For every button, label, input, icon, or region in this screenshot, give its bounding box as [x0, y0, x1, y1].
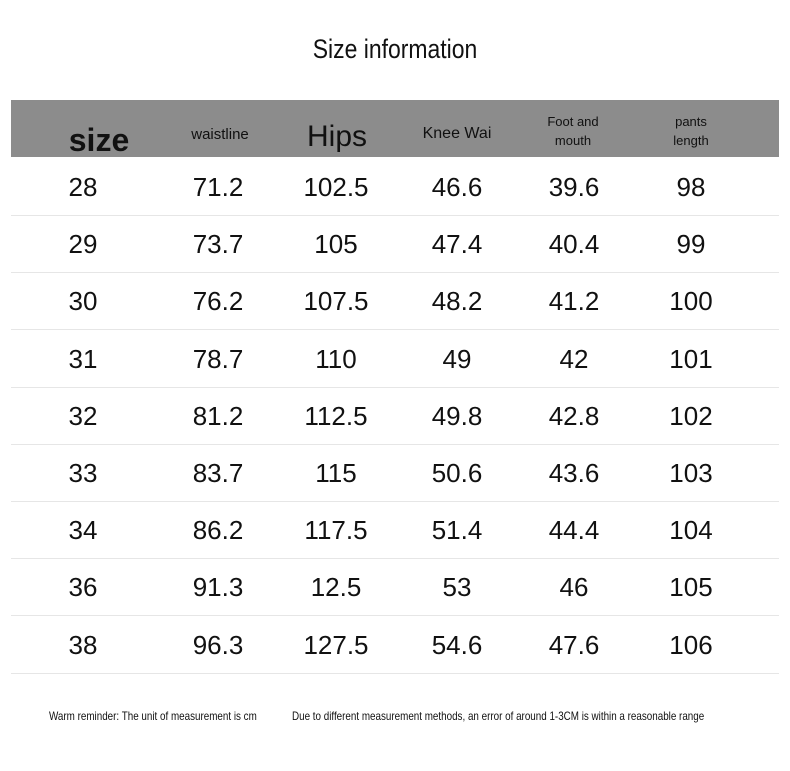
table-cell: 53	[442, 572, 472, 603]
header-cell: size	[68, 122, 130, 158]
table-cell: 100	[669, 286, 713, 317]
header-cell: Foot and mouth	[547, 114, 599, 148]
table-cell: 32	[68, 400, 98, 431]
table-cell: 47.4	[431, 229, 483, 260]
table-cell: 48.2	[431, 286, 483, 317]
table-cell: 42.8	[548, 400, 600, 431]
table-cell: 81.2	[192, 400, 244, 431]
row-separator	[11, 272, 779, 273]
header-cell: pants length	[673, 114, 709, 148]
table-cell: 40.4	[548, 229, 600, 260]
table-cell: 101	[669, 343, 713, 374]
table-cell: 29	[68, 229, 98, 260]
header-cell: Hips	[306, 120, 367, 153]
header-cell: waistline	[191, 126, 249, 143]
table-cell: 50.6	[431, 458, 483, 488]
row-separator	[11, 387, 779, 388]
table-cell: 43.6	[548, 458, 600, 488]
table-cell: 42	[559, 343, 589, 374]
table-cell: 102.5	[303, 172, 369, 202]
header-bar	[11, 100, 779, 157]
table-cell: 39.6	[548, 172, 600, 202]
table-cell: 49.8	[431, 400, 483, 431]
note: Due to different measurement methods, an…	[292, 709, 705, 723]
table-cell: 71.2	[192, 172, 244, 202]
table-cell: 46.6	[431, 172, 483, 202]
row-separator	[11, 329, 779, 330]
table-cell: 106	[669, 629, 713, 660]
table-cell: 73.7	[192, 229, 244, 260]
table-cell: 103	[669, 458, 713, 488]
table-cell: 47.6	[548, 629, 600, 660]
table-cell: 104	[669, 515, 713, 546]
table-cell: 105	[669, 572, 713, 603]
table-cell: 105	[314, 229, 358, 260]
table-cell: 31	[68, 343, 98, 374]
row-separator	[11, 444, 779, 445]
title: Size information	[312, 34, 478, 64]
table-cell: 91.3	[192, 572, 244, 603]
table-cell: 115	[315, 458, 357, 488]
table-cell: 54.6	[431, 629, 483, 660]
table-cell: 49	[442, 343, 472, 374]
row-separator	[11, 501, 779, 502]
table-cell: 107.5	[303, 286, 369, 317]
table-cell: 117.5	[304, 515, 368, 546]
table-cell: 30	[68, 286, 98, 317]
table-cell: 33	[68, 458, 98, 488]
table-cell: 96.3	[192, 629, 244, 660]
table-cell: 46	[559, 572, 589, 603]
table-cell: 86.2	[192, 515, 244, 546]
table-cell: 44.4	[548, 515, 600, 546]
table-cell: 34	[68, 515, 98, 546]
table-cell: 127.5	[303, 629, 369, 660]
table-cell: 99	[676, 229, 706, 260]
table-cell: 102	[669, 400, 713, 431]
table-cell: 112.5	[304, 400, 368, 431]
table-cell: 110	[315, 343, 357, 374]
table-cell: 36	[68, 572, 98, 603]
table-cell: 78.7	[192, 343, 244, 374]
table-cell: 83.7	[192, 458, 244, 488]
row-separator	[11, 615, 779, 616]
row-separator	[11, 673, 779, 674]
header-cell: Knee Wai	[422, 125, 492, 142]
table-cell: 38	[68, 629, 98, 660]
table-cell: 76.2	[192, 286, 244, 317]
table-cell: 41.2	[548, 286, 600, 317]
table-cell: 12.5	[310, 572, 362, 603]
note: Warm reminder: The unit of measurement i…	[49, 709, 257, 723]
table-cell: 51.4	[431, 515, 483, 546]
row-separator	[11, 558, 779, 559]
table-cell: 28	[68, 172, 98, 202]
row-separator	[11, 215, 779, 216]
table-cell: 98	[676, 172, 706, 202]
